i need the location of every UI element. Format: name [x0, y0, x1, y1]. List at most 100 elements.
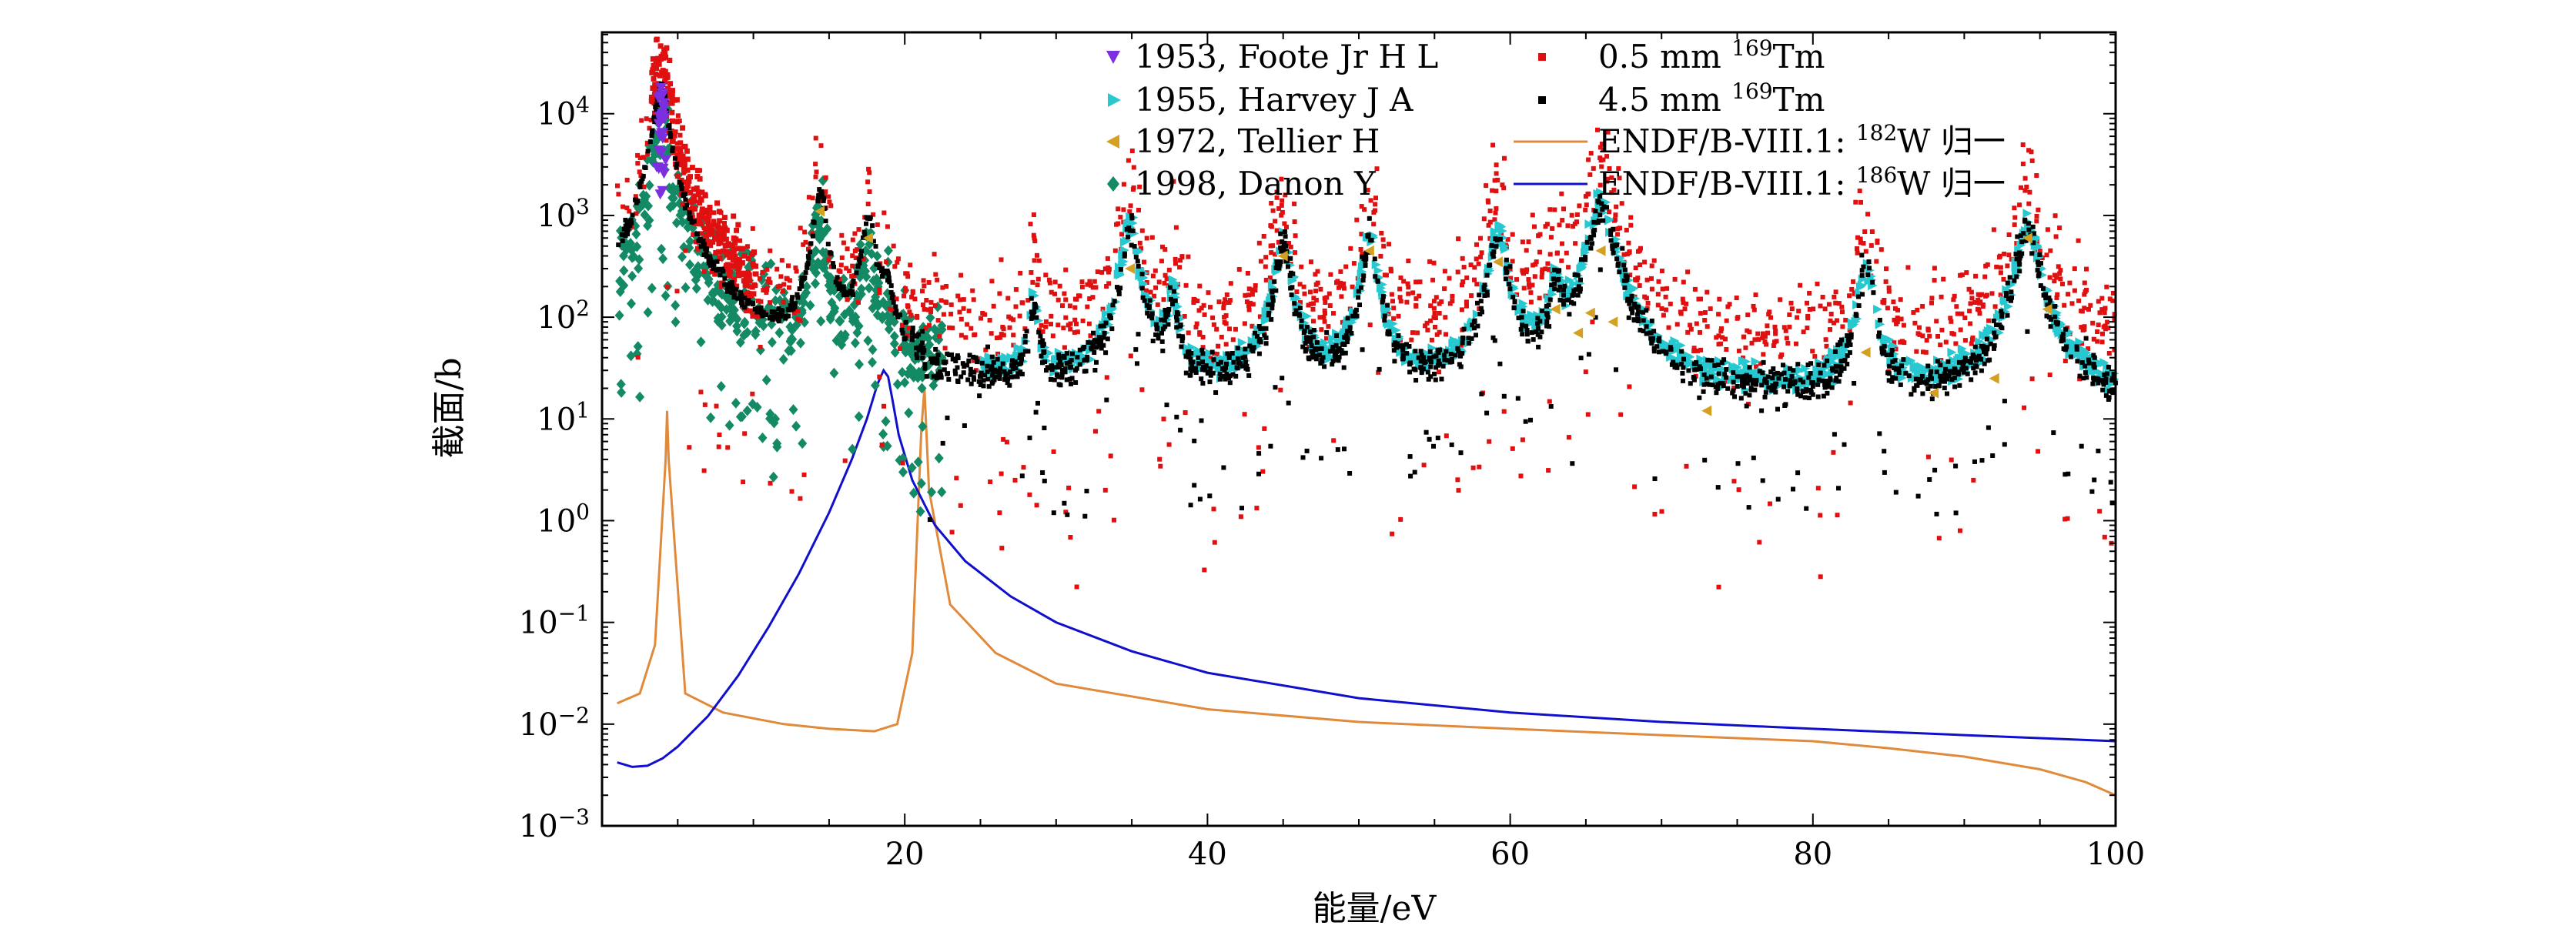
danon-point [641, 191, 651, 202]
tm-4p5mm-point [989, 364, 995, 369]
danon-point [801, 281, 811, 292]
tm-4p5mm-point [1333, 351, 1338, 356]
tm-0p5mm-point [1052, 291, 1057, 296]
tm-0p5mm-point [1753, 292, 1758, 298]
tm-4p5mm-point [2013, 252, 2019, 256]
tm-0p5mm-point [1855, 250, 1860, 256]
tm-0p5mm-point [2077, 376, 2083, 382]
tm-0p5mm-point [1008, 316, 1013, 321]
tm-0p5mm-point [2099, 296, 2105, 301]
scatter-points-layer [614, 36, 2119, 590]
tm-0p5mm-point [1734, 296, 1739, 300]
tm-0p5mm-point [1518, 473, 1524, 479]
tm-4p5mm-point [1856, 303, 1862, 308]
tm-0p5mm-point [659, 69, 665, 75]
tm-0p5mm-point [1228, 281, 1233, 286]
tm-4p5mm-point [1273, 266, 1279, 270]
tm-0p5mm-point [734, 258, 740, 264]
tm-0p5mm-point [1617, 175, 1622, 181]
tm-4p5mm-point [1335, 447, 1340, 453]
tm-0p5mm-point [1197, 330, 1203, 336]
tm-4p5mm-point [2068, 354, 2073, 359]
tm-0p5mm-point [735, 266, 741, 271]
tm-0p5mm-point [1972, 300, 1978, 305]
tm-0p5mm-point [1822, 306, 1828, 312]
tm-4p5mm-point [1159, 339, 1165, 344]
tm-4p5mm-point [1845, 353, 1850, 358]
tm-0p5mm-point [895, 259, 900, 265]
tm-4p5mm-point [1118, 267, 1123, 272]
tm-0p5mm-point [1605, 129, 1611, 135]
tm-0p5mm-point [877, 374, 882, 379]
tm-4p5mm-point [854, 270, 859, 276]
tm-0p5mm-point [2102, 534, 2107, 540]
tm-4p5mm-point [1270, 302, 1275, 307]
tm-4p5mm-point [1200, 351, 1206, 356]
tm-0p5mm-point [740, 246, 746, 252]
tm-0p5mm-point [1477, 464, 1482, 470]
tm-4p5mm-point [965, 363, 970, 368]
tm-0p5mm-point [1805, 316, 1811, 321]
tm-0p5mm-point [736, 272, 742, 279]
tm-0p5mm-point [923, 326, 928, 331]
tm-0p5mm-point [717, 218, 723, 224]
tm-0p5mm-point [1461, 265, 1467, 270]
tm-0p5mm-point [1656, 279, 1661, 284]
tm-0p5mm-point [753, 263, 758, 269]
danon-point [861, 271, 871, 282]
danon-point [614, 309, 624, 321]
tm-4p5mm-point [1246, 373, 1252, 378]
tm-4p5mm-point [1810, 380, 1815, 385]
danon-point [791, 420, 801, 432]
tm-0p5mm-point [696, 189, 701, 194]
tm-4p5mm-point [2105, 371, 2110, 376]
tm-0p5mm-point [1219, 334, 1224, 339]
tm-0p5mm-point [1615, 232, 1621, 237]
tm-0p5mm-point [1637, 283, 1642, 288]
tm-0p5mm-point [1481, 216, 1487, 222]
tm-4p5mm-point [1086, 339, 1091, 345]
tm-4p5mm-point [1310, 352, 1315, 357]
tm-0p5mm-point [1708, 306, 1713, 312]
tm-0p5mm-point [786, 263, 791, 269]
tm-0p5mm-point [1545, 261, 1551, 266]
tm-0p5mm-point [1324, 295, 1330, 300]
tm-4p5mm-point [1760, 370, 1765, 376]
tm-0p5mm-point [1062, 345, 1067, 350]
tm-0p5mm-point [1161, 297, 1166, 302]
tm-0p5mm-point [2095, 329, 2100, 334]
tm-4p5mm-point [967, 353, 972, 358]
tm-0p5mm-point [1173, 225, 1179, 230]
tm-0p5mm-point [2091, 336, 2096, 342]
harvey-point [1751, 356, 1761, 366]
tm-0p5mm-point [1206, 290, 1211, 296]
tm-4p5mm-point [1170, 302, 1175, 307]
tm-0p5mm-point [691, 198, 697, 204]
tm-4p5mm-point [1805, 363, 1811, 367]
tm-4p5mm-point [1788, 366, 1793, 371]
tm-0p5mm-point [1883, 279, 1889, 284]
tm-4p5mm-point [1942, 379, 1947, 384]
tm-4p5mm-point [1961, 369, 1966, 375]
harvey-point [1302, 311, 1312, 321]
tm-4p5mm-point [1747, 393, 1752, 398]
tm-0p5mm-point [915, 313, 920, 319]
harvey-point [1836, 345, 1846, 355]
tm-0p5mm-point [798, 496, 803, 501]
tm-0p5mm-point [965, 322, 970, 327]
danon-point [810, 262, 819, 274]
tm-4p5mm-point [1497, 236, 1503, 242]
tm-4p5mm-point [1266, 302, 1271, 307]
tm-4p5mm-point [1569, 299, 1574, 305]
tm-0p5mm-point [969, 326, 974, 331]
tm-0p5mm-point [701, 209, 707, 216]
tm-4p5mm-point [1882, 449, 1887, 454]
tm-0p5mm-point [1268, 243, 1273, 249]
tm-4p5mm-point [1928, 373, 1933, 378]
tm-0p5mm-point [1818, 574, 1823, 580]
tm-4p5mm-point [1679, 362, 1684, 367]
tm-4p5mm-point [1879, 346, 1885, 351]
tm-4p5mm-point [1019, 473, 1025, 479]
tm-4p5mm-point [1311, 328, 1316, 332]
tm-4p5mm-point [1354, 313, 1360, 319]
